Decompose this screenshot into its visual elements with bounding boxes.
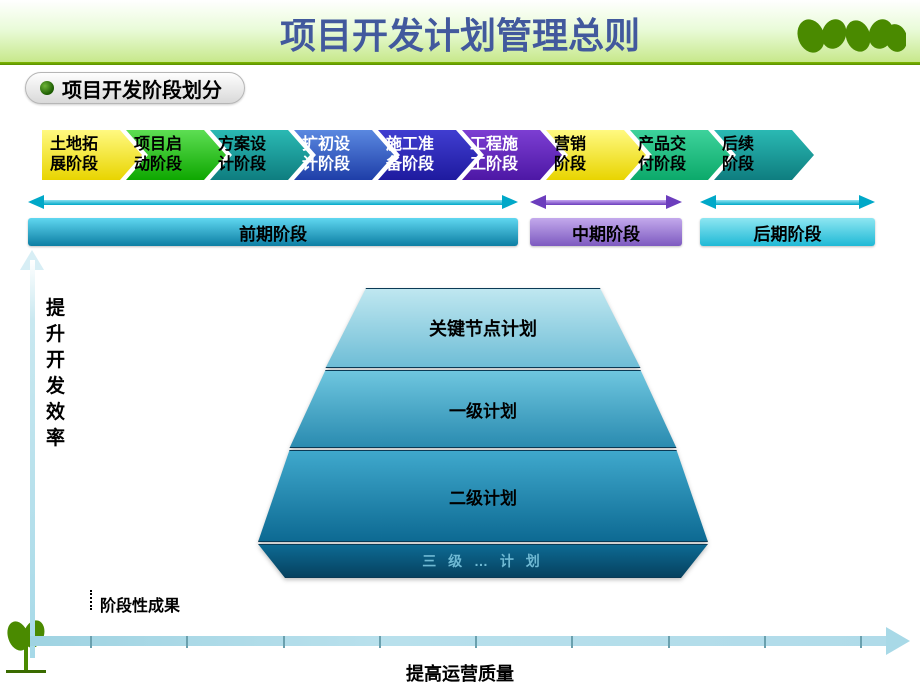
y-axis-label: 提升开发效率 [46, 296, 66, 452]
group-bar: 中期阶段 [530, 218, 682, 246]
x-axis [30, 636, 890, 646]
bullet-icon [40, 81, 54, 95]
pyramid-label: 关键节点计划 [429, 315, 537, 341]
milestone-label: 阶段性成果 [100, 592, 180, 616]
pyramid-slice-3: 二级计划 [258, 450, 708, 542]
pyramid-label: 二级计划 [449, 484, 517, 509]
phase-chevron: 后续阶段 [714, 130, 814, 180]
x-axis-tick [186, 636, 188, 648]
milestone-marker-line [90, 590, 92, 610]
x-axis-arrowhead [886, 627, 910, 655]
x-axis-tick [860, 636, 862, 648]
pyramid-base-text: 三 级 … 计 划 [422, 551, 544, 571]
x-axis-tick [379, 636, 381, 648]
group-bar: 前期阶段 [28, 218, 518, 246]
group-double-arrow [700, 195, 875, 209]
header-divider [0, 62, 920, 65]
group-double-arrow [28, 195, 518, 209]
y-axis [30, 260, 35, 658]
group-double-arrow [530, 195, 682, 209]
pyramid-slice-2: 一级计划 [258, 370, 708, 448]
x-axis-tick [668, 636, 670, 648]
section-pill: 项目开发阶段划分 [25, 72, 245, 104]
plant-icon [796, 6, 906, 58]
slide-root: 项目开发计划管理总则 项目开发阶段划分 [0, 0, 920, 690]
pyramid-slice-1: 关键节点计划 [258, 288, 708, 368]
slide-title: 项目开发计划管理总则 [0, 7, 920, 59]
pyramid-base: 三 级 … 计 划 [258, 544, 708, 578]
x-axis-tick [90, 636, 92, 648]
x-axis-tick [571, 636, 573, 648]
x-axis-tick [283, 636, 285, 648]
phase-chevron-row: 土地拓展阶段 项目启动阶段 方案设计阶段 扩初设计阶段 施工准备阶段 工程施工阶… [18, 130, 902, 180]
group-bar: 后期阶段 [700, 218, 875, 246]
section-label: 项目开发阶段划分 [62, 74, 222, 103]
plan-pyramid: 关键节点计划 一级计划 二级计划 三 级 … 计 划 [258, 288, 708, 578]
x-axis-label: 提高运营质量 [0, 660, 920, 686]
x-axis-tick [764, 636, 766, 648]
pyramid-label: 一级计划 [449, 397, 517, 422]
x-axis-tick [475, 636, 477, 648]
